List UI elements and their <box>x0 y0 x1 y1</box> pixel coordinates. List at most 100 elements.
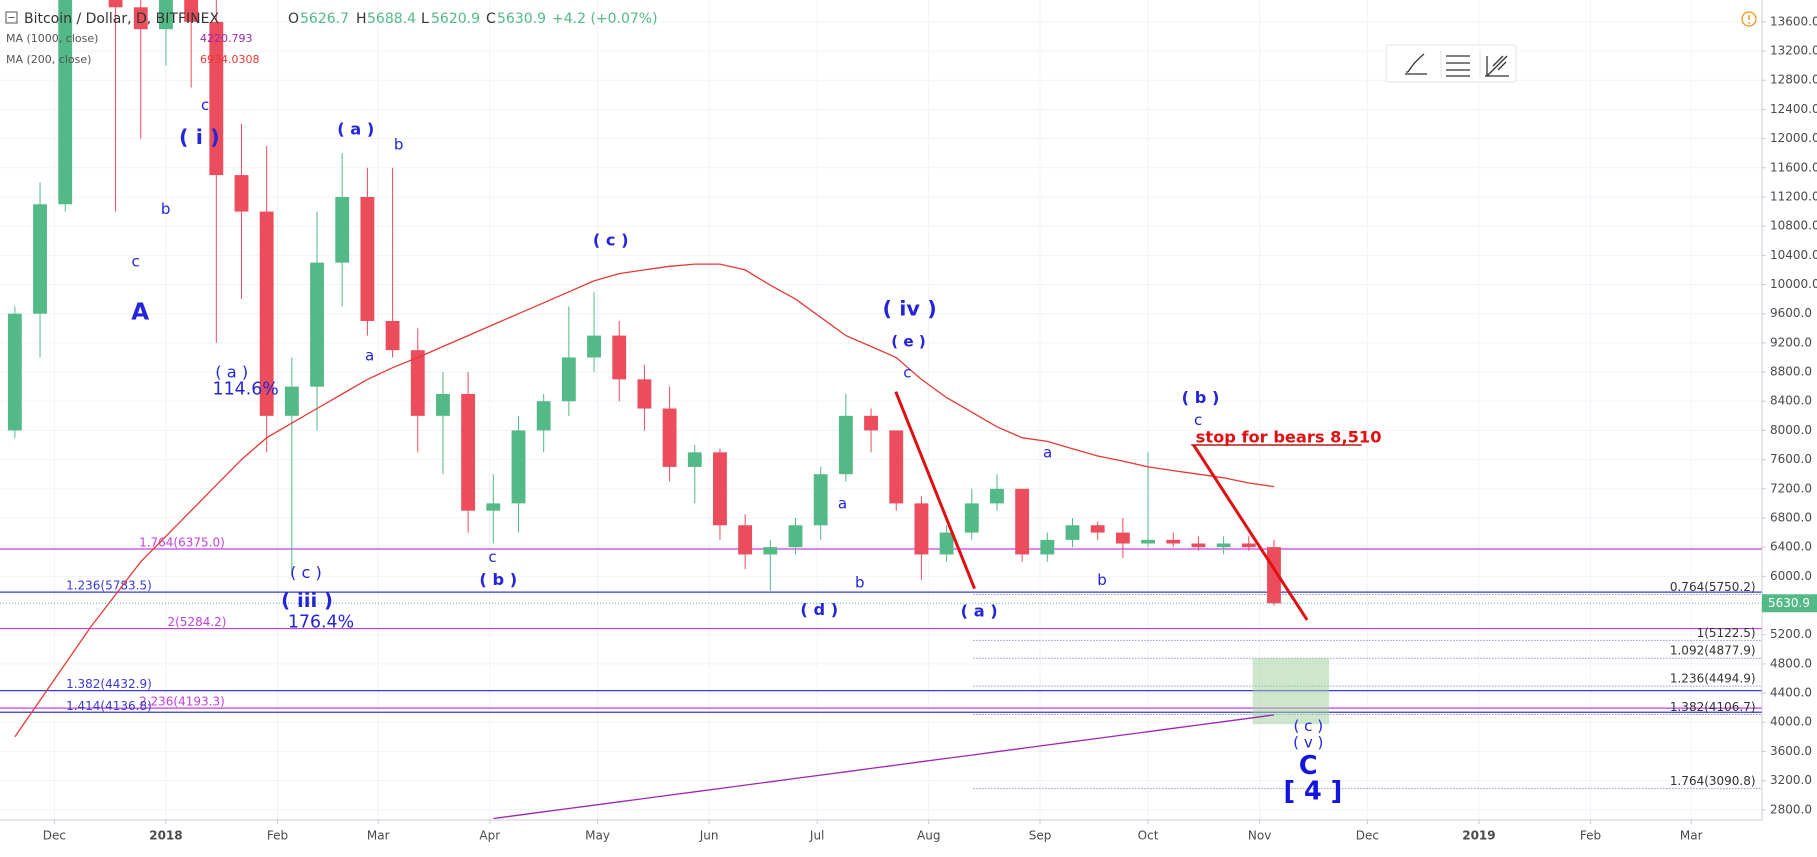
wave-label: b <box>855 573 865 591</box>
y-tick-label: 3200.0 <box>1770 773 1812 787</box>
alert-icon[interactable] <box>1741 11 1757 27</box>
candle-body <box>864 415 878 431</box>
legend-ma200[interactable]: MA (200, close) <box>6 53 91 66</box>
x-tick-label: May <box>585 829 610 843</box>
trend-drawing <box>1192 444 1309 621</box>
high-label: H <box>356 11 367 27</box>
y-tick-label: 5200.0 <box>1770 627 1812 641</box>
drawing-toolbar <box>1385 44 1517 83</box>
candle-body <box>385 320 400 351</box>
candle-body <box>1015 488 1030 555</box>
x-tick-label: Mar <box>367 829 390 843</box>
last-price-box <box>1762 594 1817 613</box>
x-tick-label: Jun <box>699 829 719 843</box>
moving-average <box>14 263 1275 738</box>
candle-body <box>511 430 526 504</box>
header: Bitcoin / Dollar, D, BITFINEX O 5626.7 H… <box>5 11 658 66</box>
candle-body <box>587 335 601 358</box>
candle-body <box>335 196 350 263</box>
wave-label: ( iv ) <box>883 296 937 320</box>
fib-level-label: 1.414(4136.8) <box>66 699 152 713</box>
x-tick-label: Dec <box>43 829 66 843</box>
wave-label: ( iii ) <box>281 589 333 612</box>
candle-body <box>1191 543 1206 548</box>
wave-label: a <box>838 495 847 513</box>
fib-level-label: 2.236(4193.3) <box>139 695 225 709</box>
alert-dot <box>1748 22 1750 24</box>
y-tick-label: 3600.0 <box>1770 744 1812 758</box>
wave-label: ( a ) <box>337 119 374 138</box>
y-tick-label: 7200.0 <box>1770 481 1812 495</box>
candle-body <box>687 452 702 467</box>
open-label: O <box>288 11 299 27</box>
y-tick-label: 8000.0 <box>1770 423 1812 437</box>
y-tick-label: 8800.0 <box>1770 365 1812 379</box>
x-tick-label: Feb <box>1580 829 1601 843</box>
y-tick-label: 7600.0 <box>1770 452 1812 466</box>
y-tick-label: 12800.0 <box>1770 73 1817 87</box>
fib-level-label: 1.764(6375.0) <box>139 535 225 549</box>
wave-label: ( a ) <box>215 363 248 382</box>
y-tick-label: 11600.0 <box>1770 160 1817 174</box>
high-value: 5688.4 <box>367 11 416 27</box>
candle-body <box>234 175 249 212</box>
x-tick-label: Oct <box>1138 829 1159 843</box>
y-tick-label: 2800.0 <box>1770 802 1812 816</box>
fib-target-label: 1.382(4106.7) <box>1670 700 1756 714</box>
last-price-label: 5630.9 <box>1768 596 1810 610</box>
candle-body <box>410 350 425 416</box>
candle-body <box>738 525 753 555</box>
wave-label: 176.4% <box>288 612 354 632</box>
candle-body <box>310 262 324 387</box>
wave-label: ( c ) <box>593 231 629 250</box>
legend-ma1000[interactable]: MA (1000, close) <box>6 32 98 45</box>
candle-body <box>1166 539 1181 544</box>
tool-trend[interactable] <box>1405 53 1427 75</box>
candle-body <box>461 393 476 511</box>
y-tick-label: 6400.0 <box>1770 540 1812 554</box>
y-tick-label: 8400.0 <box>1770 394 1812 408</box>
change: +4.2 (+0.07%) <box>552 11 658 27</box>
candle-body <box>1216 543 1231 548</box>
tool-fib[interactable] <box>1446 55 1470 77</box>
tool-gann[interactable] <box>1485 55 1509 77</box>
wave-label: ( b ) <box>1182 388 1220 407</box>
close-label: C <box>486 11 496 27</box>
wave-label: c <box>1194 411 1202 429</box>
x-tick-label: 2018 <box>149 829 182 843</box>
grid <box>0 0 1762 820</box>
candle-body <box>964 503 979 533</box>
candle-body <box>33 204 47 314</box>
candle-body <box>914 503 929 555</box>
candle-body <box>536 401 551 431</box>
candle-body <box>838 415 853 475</box>
axes: 2800.0 3200.0 3600.0 4000.0 4400.0 4800.0 5200… <box>43 14 1817 843</box>
candle-body <box>284 386 299 416</box>
candle-body <box>1241 543 1256 548</box>
candle-body <box>1115 532 1130 544</box>
candle-body <box>788 525 803 548</box>
x-tick-label: Dec <box>1356 829 1379 843</box>
wave-label: ( d ) <box>800 600 838 619</box>
x-tick-label: Jul <box>809 829 824 843</box>
low-label: L <box>421 11 429 27</box>
y-tick-label: 4400.0 <box>1770 686 1812 700</box>
collapse-icon[interactable] <box>5 11 18 24</box>
target-zone <box>1252 658 1330 725</box>
wave-label: A <box>131 298 149 325</box>
candle-body <box>1040 539 1055 555</box>
wave-label: c <box>131 252 139 270</box>
wave-label: b <box>1097 571 1107 589</box>
wave-label: b <box>394 135 404 153</box>
y-tick-label: 6800.0 <box>1770 510 1812 524</box>
y-tick-label: 12400.0 <box>1770 102 1817 116</box>
candle-body <box>7 313 22 431</box>
y-tick-label: 4800.0 <box>1770 656 1812 670</box>
wave-label: [ 4 ] <box>1284 777 1343 807</box>
wave-label: a <box>1043 444 1052 462</box>
y-tick-label: 13600.0 <box>1770 14 1817 28</box>
candle-body <box>763 547 778 555</box>
candle-body <box>184 0 199 22</box>
legend-ma200-value: 6934.0308 <box>200 53 260 66</box>
